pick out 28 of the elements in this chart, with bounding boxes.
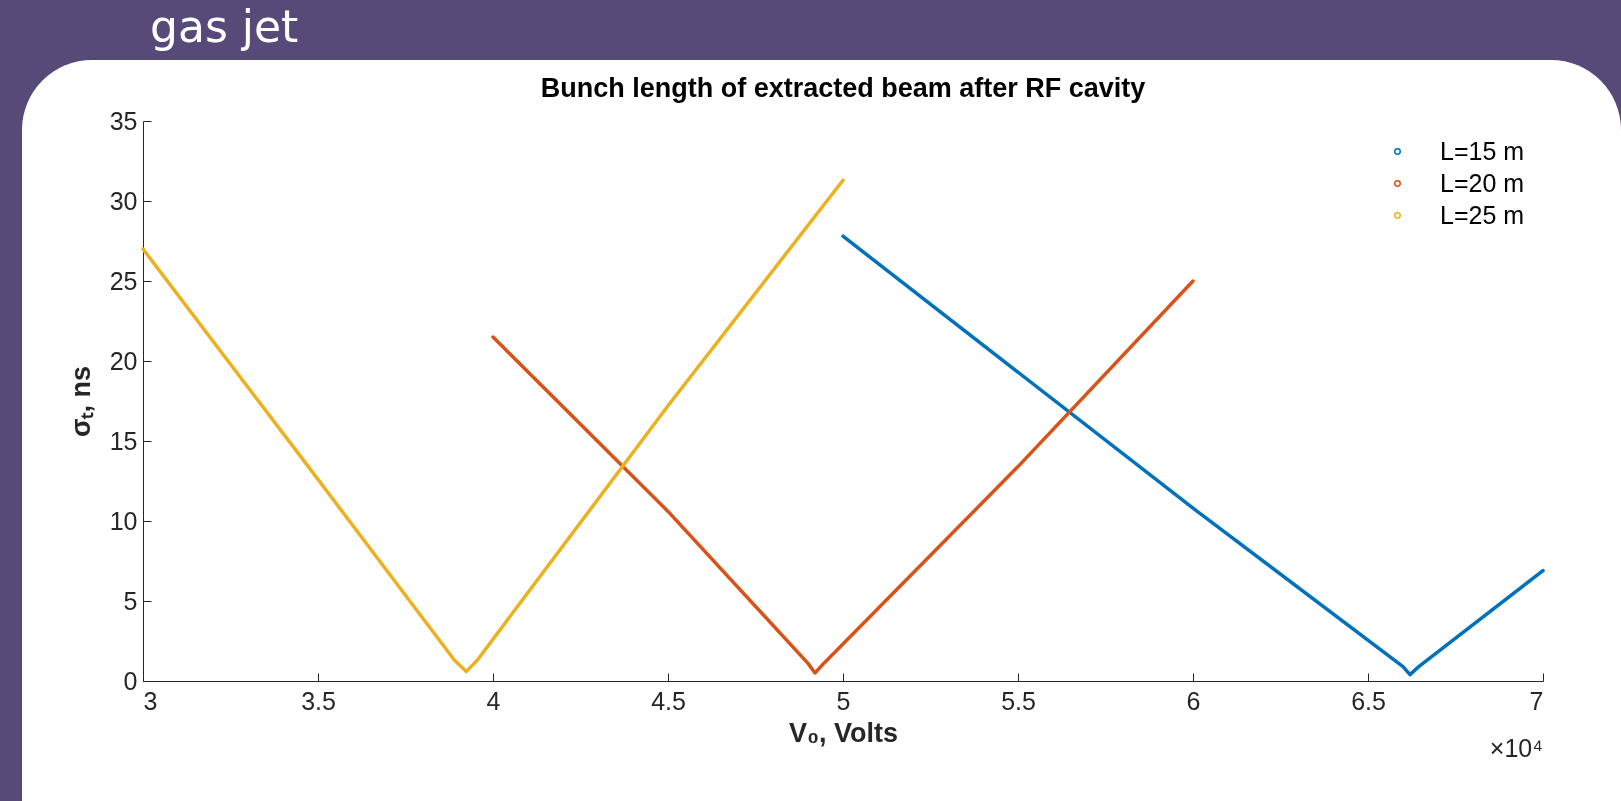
y-tick-label: 0 <box>123 666 138 695</box>
x-tick-label: 5.5 <box>1001 686 1036 715</box>
legend-label: L=25 m <box>1440 200 1525 229</box>
x-tick-label: 6.5 <box>1351 686 1386 715</box>
y-tick-label: 20 <box>109 346 138 375</box>
chart-title: Bunch length of extracted beam after RF cavity <box>540 73 1146 103</box>
y-tick-label: 15 <box>109 426 138 455</box>
text: ×10⁴ <box>1489 734 1543 762</box>
line-series <box>141 178 845 674</box>
y-tick-label: 35 <box>109 106 138 135</box>
x-tick-label: 5 <box>836 686 851 715</box>
y-tick-label: 30 <box>109 186 138 215</box>
x-tick-label: 4.5 <box>651 686 686 715</box>
x-tick-label: 4 <box>486 686 501 715</box>
y-tick-label: 5 <box>123 586 138 615</box>
legend-label: L=20 m <box>1440 168 1525 197</box>
y-tick-label: 25 <box>109 266 138 295</box>
x-tick-label: 6 <box>1186 686 1201 715</box>
x-tick-label: 7 <box>1529 686 1544 715</box>
x-tick-label: 3 <box>143 686 158 715</box>
line-series <box>841 234 1545 677</box>
legend-label: L=15 m <box>1440 136 1525 165</box>
x-axis-title: V₀, Volts <box>788 717 899 748</box>
line-series <box>491 279 1195 675</box>
text: gas jet <box>150 1 299 52</box>
x-tick-label: 3.5 <box>301 686 336 715</box>
y-tick-label: 10 <box>109 506 138 535</box>
y-axis-title: σₜ, ns <box>65 366 96 437</box>
